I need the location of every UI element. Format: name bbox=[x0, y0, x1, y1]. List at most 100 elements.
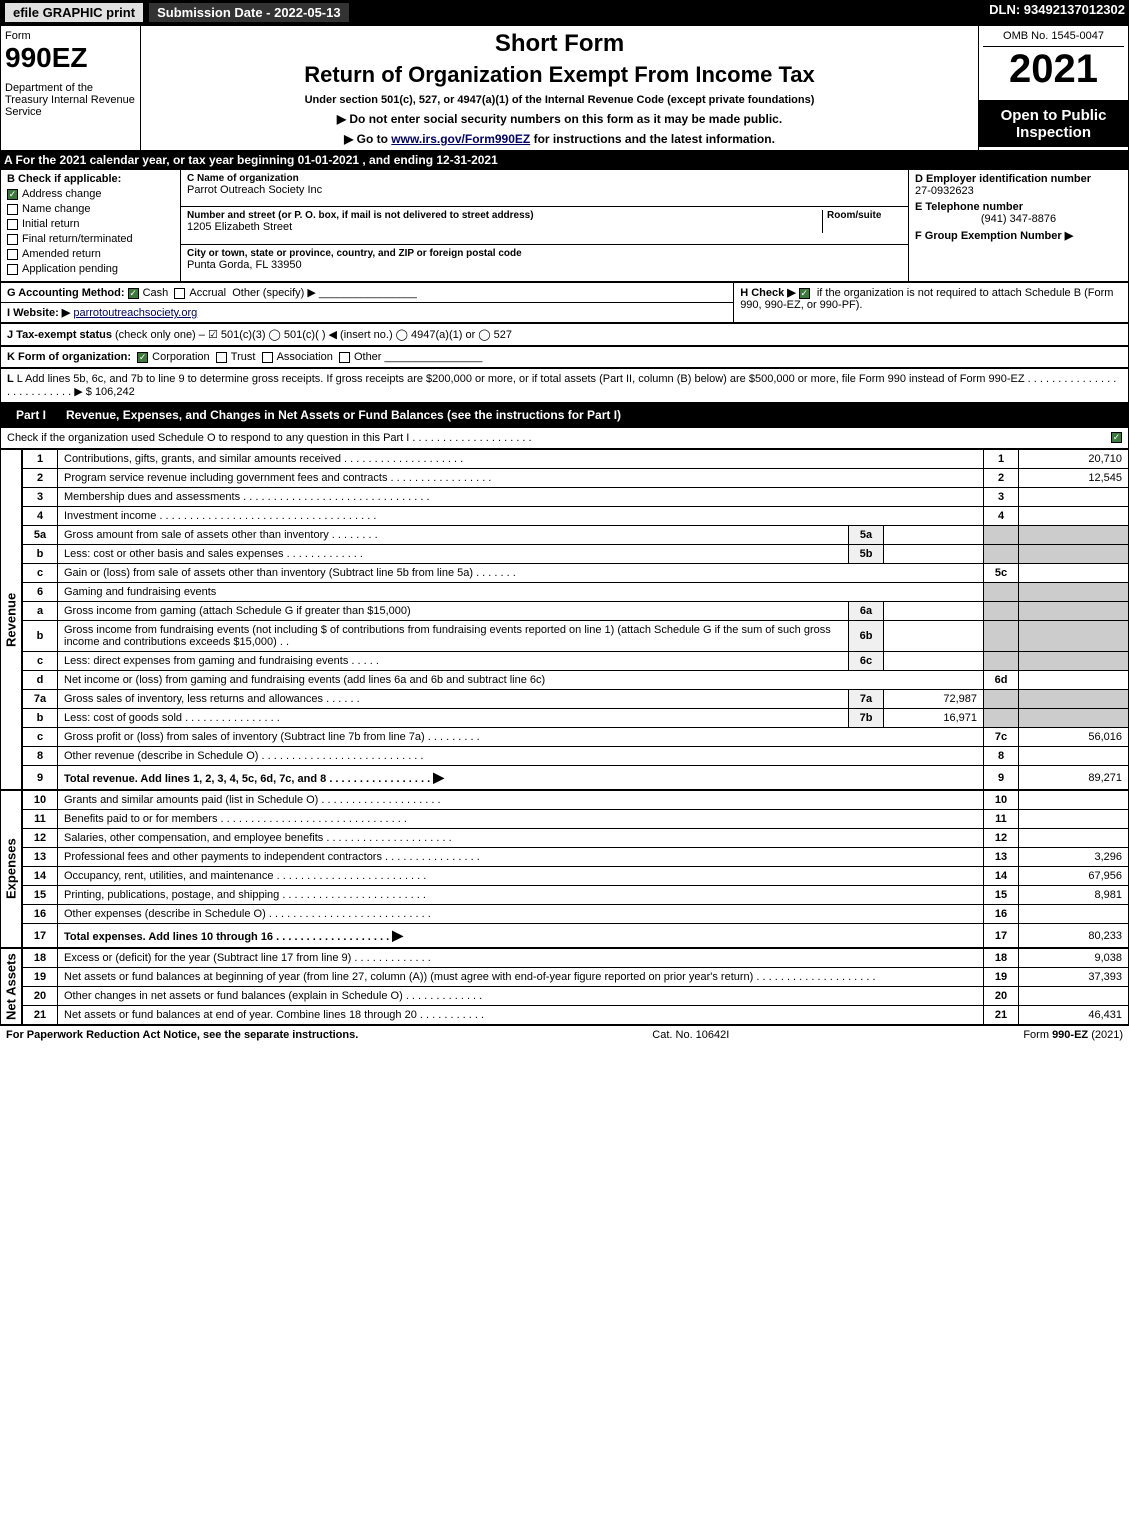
checkbox-other[interactable] bbox=[339, 352, 350, 363]
line1-desc: Contributions, gifts, grants, and simila… bbox=[64, 453, 341, 465]
line10-val bbox=[1019, 791, 1129, 810]
part1-check-note: Check if the organization used Schedule … bbox=[7, 432, 409, 444]
check-amended[interactable]: Amended return bbox=[7, 248, 174, 260]
check-address-label: Address change bbox=[22, 188, 102, 200]
check-amended-label: Amended return bbox=[22, 248, 101, 260]
topbar-left: efile GRAPHIC print Submission Date - 20… bbox=[4, 2, 350, 23]
check-name[interactable]: Name change bbox=[7, 203, 174, 215]
line6d-rnum: 6d bbox=[984, 671, 1019, 690]
c-street: Number and street (or P. O. box, if mail… bbox=[181, 207, 909, 244]
info-table: B Check if applicable: Address change Na… bbox=[0, 169, 1129, 282]
g-accrual: Accrual bbox=[189, 287, 226, 299]
line7b-desc: Less: cost of goods sold bbox=[64, 712, 182, 724]
main-title: Return of Organization Exempt From Incom… bbox=[145, 62, 974, 88]
part1-label: Part I bbox=[6, 406, 56, 424]
topbar: efile GRAPHIC print Submission Date - 20… bbox=[0, 0, 1129, 25]
checkbox-amended[interactable] bbox=[7, 249, 18, 260]
line12-desc: Salaries, other compensation, and employ… bbox=[64, 832, 323, 844]
line6c-subval bbox=[884, 652, 984, 671]
check-name-label: Name change bbox=[22, 203, 91, 215]
line14-val: 67,956 bbox=[1019, 867, 1129, 886]
line7c-desc: Gross profit or (loss) from sales of inv… bbox=[64, 731, 425, 743]
right-col-top: OMB No. 1545-0047 2021 bbox=[979, 26, 1129, 101]
checkbox-initial[interactable] bbox=[7, 219, 18, 230]
h-text: H Check ▶ bbox=[740, 287, 796, 299]
line9-desc: Total revenue. Add lines 1, 2, 3, 4, 5c,… bbox=[64, 773, 326, 785]
checkbox-accrual[interactable] bbox=[174, 288, 185, 299]
check-pending-label: Application pending bbox=[22, 263, 118, 275]
line7a-sub: 7a bbox=[849, 690, 884, 709]
checkbox-h[interactable] bbox=[799, 288, 810, 299]
check-final[interactable]: Final return/terminated bbox=[7, 233, 174, 245]
check-pending[interactable]: Application pending bbox=[7, 263, 174, 275]
submission-date: Submission Date - 2022-05-13 bbox=[148, 2, 350, 23]
c-name: C Name of organization Parrot Outreach S… bbox=[181, 170, 909, 207]
checkbox-name[interactable] bbox=[7, 204, 18, 215]
line6a-desc: Gross income from gaming (attach Schedul… bbox=[64, 605, 411, 617]
line2-val: 12,545 bbox=[1019, 469, 1129, 488]
line17-val: 80,233 bbox=[1019, 924, 1129, 948]
dept: Department of the Treasury Internal Reve… bbox=[5, 82, 136, 118]
g-label: G Accounting Method: bbox=[7, 287, 125, 299]
line5b-desc: Less: cost or other basis and sales expe… bbox=[64, 548, 284, 560]
checkbox-cash[interactable] bbox=[128, 288, 139, 299]
k-corp: Corporation bbox=[152, 351, 209, 363]
line19-val: 37,393 bbox=[1019, 968, 1129, 987]
l-text: L Add lines 5b, 6c, and 7b to line 9 to … bbox=[17, 373, 1025, 385]
line7b-subval: 16,971 bbox=[884, 709, 984, 728]
line5c-desc: Gain or (loss) from sale of assets other… bbox=[64, 567, 473, 579]
checkbox-trust[interactable] bbox=[216, 352, 227, 363]
line11-desc: Benefits paid to or for members bbox=[64, 813, 217, 825]
k-label: K Form of organization: bbox=[7, 351, 131, 363]
b-title: B Check if applicable: bbox=[7, 173, 174, 185]
expenses-lines: 10Grants and similar amounts paid (list … bbox=[22, 790, 1129, 948]
check-address[interactable]: Address change bbox=[7, 188, 174, 200]
line6b-sub: 6b bbox=[849, 621, 884, 652]
h-rest: if the organization is not required to a… bbox=[740, 287, 1113, 311]
c-name-label: C Name of organization bbox=[187, 173, 902, 184]
checkbox-final[interactable] bbox=[7, 234, 18, 245]
checkbox-assoc[interactable] bbox=[262, 352, 273, 363]
section-g: G Accounting Method: Cash Accrual Other … bbox=[1, 283, 734, 303]
k-assoc: Association bbox=[277, 351, 333, 363]
check-initial[interactable]: Initial return bbox=[7, 218, 174, 230]
c-city-value: Punta Gorda, FL 33950 bbox=[187, 259, 902, 271]
part1-title: Revenue, Expenses, and Changes in Net As… bbox=[66, 408, 1123, 422]
efile-btn[interactable]: efile GRAPHIC print bbox=[4, 2, 144, 23]
line20-desc: Other changes in net assets or fund bala… bbox=[64, 990, 403, 1002]
line18-desc: Excess or (deficit) for the year (Subtra… bbox=[64, 952, 351, 964]
subtitle: Under section 501(c), 527, or 4947(a)(1)… bbox=[145, 94, 974, 106]
f-label: F Group Exemption Number ▶ bbox=[915, 229, 1122, 242]
check-initial-label: Initial return bbox=[22, 218, 79, 230]
irs-link[interactable]: www.irs.gov/Form990EZ bbox=[391, 132, 530, 146]
line13-val: 3,296 bbox=[1019, 848, 1129, 867]
open-to-public: Open to Public Inspection bbox=[979, 101, 1128, 147]
short-form: Short Form bbox=[145, 30, 974, 58]
checkbox-schedule-o[interactable] bbox=[1111, 432, 1122, 443]
line14-desc: Occupancy, rent, utilities, and maintena… bbox=[64, 870, 274, 882]
line5b-subval bbox=[884, 545, 984, 564]
checkbox-corp[interactable] bbox=[137, 352, 148, 363]
line11-val bbox=[1019, 810, 1129, 829]
section-b: B Check if applicable: Address change Na… bbox=[1, 170, 181, 282]
d-label: D Employer identification number bbox=[915, 173, 1122, 185]
footer-center: Cat. No. 10642I bbox=[652, 1029, 729, 1041]
section-l: L L Add lines 5b, 6c, and 7b to line 9 t… bbox=[0, 368, 1129, 403]
line19-desc: Net assets or fund balances at beginning… bbox=[64, 971, 753, 983]
revenue-label: Revenue bbox=[0, 449, 22, 790]
checkbox-pending[interactable] bbox=[7, 264, 18, 275]
j-rest: (check only one) – ☑ 501(c)(3) ◯ 501(c)(… bbox=[115, 329, 512, 341]
line17-desc: Total expenses. Add lines 10 through 16 bbox=[64, 931, 273, 943]
line3-desc: Membership dues and assessments bbox=[64, 491, 240, 503]
website-link[interactable]: parrotoutreachsociety.org bbox=[73, 307, 197, 319]
check-final-label: Final return/terminated bbox=[22, 233, 133, 245]
line15-val: 8,981 bbox=[1019, 886, 1129, 905]
k-trust: Trust bbox=[231, 351, 256, 363]
instruction1: ▶ Do not enter social security numbers o… bbox=[145, 112, 974, 126]
part1-check: Check if the organization used Schedule … bbox=[0, 427, 1129, 449]
checkbox-address[interactable] bbox=[7, 189, 18, 200]
header-table: Form 990EZ Department of the Treasury In… bbox=[0, 25, 1129, 151]
line6c-sub: 6c bbox=[849, 652, 884, 671]
line5a-subval bbox=[884, 526, 984, 545]
c-room-label: Room/suite bbox=[827, 210, 902, 221]
